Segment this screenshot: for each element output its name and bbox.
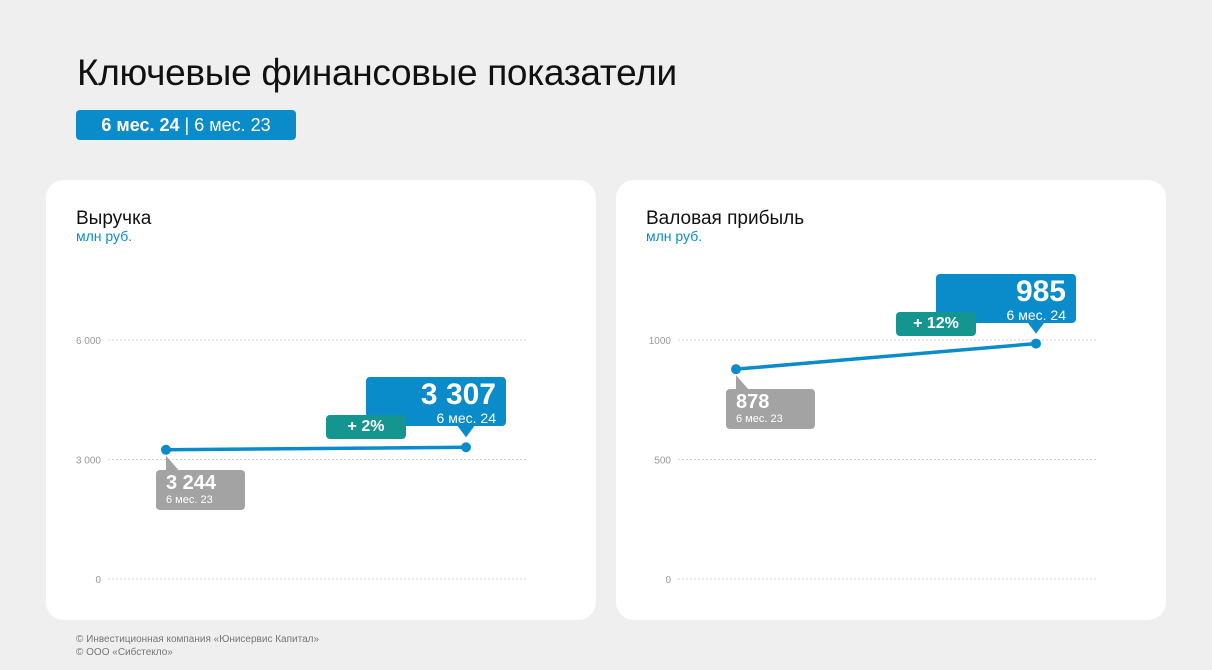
data-point [461,442,471,453]
series-line [735,341,1037,371]
footer: © Инвестиционная компания «Юнисервис Кап… [76,633,319,659]
period-previous: 6 мес. 23 [194,115,271,135]
callout-tail [736,375,750,392]
change-value: + 2% [347,418,385,436]
change-value: + 12% [913,314,959,332]
gross-profit-card: Валовая прибыль млн руб. 0 500 1000 878 6 ме… [616,180,1166,620]
period-label: 6 мес. 23 [166,493,213,506]
period-selector[interactable]: 6 мес. 24 | 6 мес. 23 [76,110,296,140]
previous-value-callout: 3 244 6 мес. 23 [156,469,245,510]
change-badge: + 2% [326,415,406,440]
chart-title: Валовая прибыль [646,208,805,229]
y-tick-label: 0 [665,575,671,586]
current-value-callout: 985 6 мес. 24 [936,273,1076,323]
series-line [165,445,467,452]
y-tick-label: 6 000 [76,336,101,347]
value-label: 3 307 [420,378,496,412]
copyright: © Инвестиционная компания «Юнисервис Кап… [76,634,320,645]
data-point [731,364,741,375]
copyright: © ООО «Сибстекло» [76,647,173,658]
callout-tail [457,425,475,438]
chart: 0 3 000 6 000 [76,336,528,586]
change-badge: + 12% [896,311,976,336]
value-label: 985 [1015,274,1066,308]
chart-unit: млн руб. [646,228,703,244]
y-tick-label: 0 [95,575,101,586]
value-label: 3 244 [166,471,217,494]
period-label: 6 мес. 24 [1006,306,1066,323]
chart-title: Выручка [76,208,152,229]
period-label: 6 мес. 23 [736,413,783,426]
chart-unit: млн руб. [76,228,133,244]
data-point [161,444,171,455]
y-tick-label: 1000 [649,336,672,347]
callout-tail [166,455,180,472]
value-label: 878 [736,391,770,414]
data-point [1031,338,1041,349]
period-label: 6 мес. 24 [436,410,496,427]
y-tick-label: 500 [654,456,671,467]
page-title: Ключевые финансовые показатели [77,52,677,93]
chart: 0 500 1000 [649,321,1098,586]
previous-value-callout: 878 6 мес. 23 [726,389,815,430]
y-tick-label: 3 000 [76,456,101,467]
callout-tail [1027,321,1045,334]
period-current: 6 мес. 24 [101,115,180,135]
